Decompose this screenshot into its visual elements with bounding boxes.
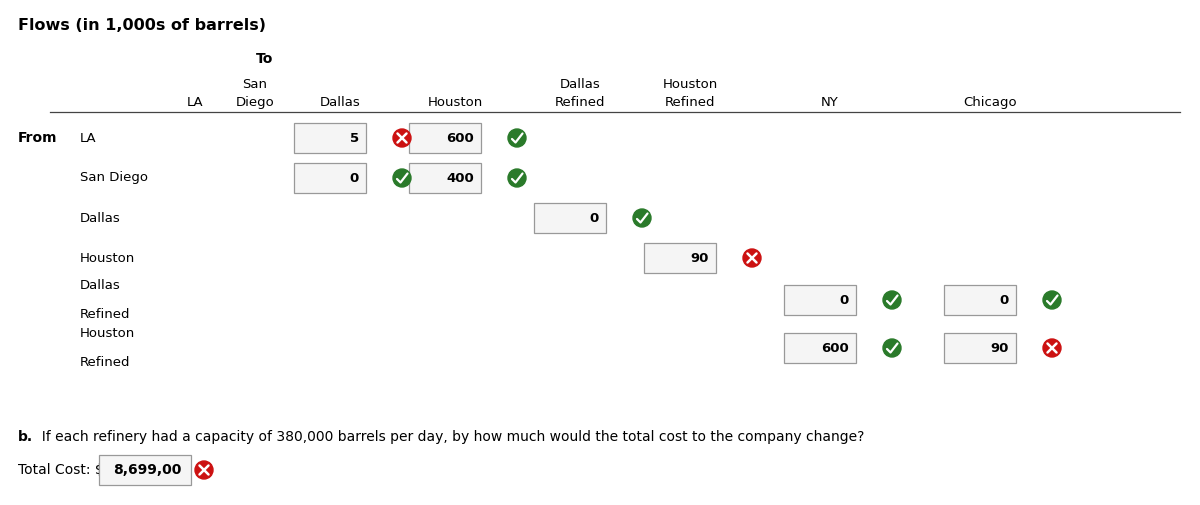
Circle shape	[394, 169, 410, 187]
FancyBboxPatch shape	[944, 333, 1016, 363]
Text: b.: b.	[18, 430, 34, 444]
Circle shape	[194, 461, 214, 479]
Circle shape	[634, 209, 650, 227]
Text: Refined: Refined	[665, 96, 715, 109]
Text: San: San	[242, 78, 268, 91]
Text: 0: 0	[1000, 293, 1009, 307]
Text: 600: 600	[446, 131, 474, 144]
Text: Dallas: Dallas	[80, 212, 121, 225]
FancyBboxPatch shape	[784, 285, 856, 315]
FancyBboxPatch shape	[294, 123, 366, 153]
Text: Dallas: Dallas	[559, 78, 600, 91]
Text: Refined: Refined	[80, 308, 131, 321]
Circle shape	[743, 249, 761, 267]
Text: 0: 0	[840, 293, 850, 307]
Text: From: From	[18, 131, 58, 145]
Text: Total Cost: $: Total Cost: $	[18, 463, 103, 477]
Text: 400: 400	[446, 172, 474, 184]
FancyBboxPatch shape	[409, 163, 481, 193]
Text: 90: 90	[691, 251, 709, 265]
Text: LA: LA	[187, 96, 203, 109]
Text: 600: 600	[821, 341, 850, 355]
Text: Flows (in 1,000s of barrels): Flows (in 1,000s of barrels)	[18, 18, 266, 33]
Circle shape	[508, 129, 526, 147]
FancyBboxPatch shape	[98, 455, 191, 485]
Text: Refined: Refined	[80, 356, 131, 369]
Text: Refined: Refined	[554, 96, 605, 109]
FancyBboxPatch shape	[534, 203, 606, 233]
Text: Diego: Diego	[235, 96, 275, 109]
Text: Dallas: Dallas	[80, 279, 121, 292]
FancyBboxPatch shape	[409, 123, 481, 153]
Text: San Diego: San Diego	[80, 172, 148, 184]
FancyBboxPatch shape	[294, 163, 366, 193]
Text: 0: 0	[349, 172, 359, 184]
Text: 8,699,00: 8,699,00	[114, 463, 182, 477]
Circle shape	[394, 129, 410, 147]
Text: 90: 90	[991, 341, 1009, 355]
Text: 5: 5	[350, 131, 359, 144]
Text: If each refinery had a capacity of 380,000 barrels per day, by how much would th: If each refinery had a capacity of 380,0…	[34, 430, 864, 444]
Text: Houston: Houston	[80, 327, 136, 340]
FancyBboxPatch shape	[944, 285, 1016, 315]
Text: LA: LA	[80, 131, 97, 144]
Text: Houston: Houston	[80, 251, 136, 265]
Text: Dallas: Dallas	[319, 96, 360, 109]
Text: Houston: Houston	[662, 78, 718, 91]
FancyBboxPatch shape	[644, 243, 716, 273]
Circle shape	[1043, 339, 1061, 357]
Text: To: To	[257, 52, 274, 66]
Text: 0: 0	[589, 212, 599, 225]
FancyBboxPatch shape	[784, 333, 856, 363]
Text: NY: NY	[821, 96, 839, 109]
Text: Houston: Houston	[427, 96, 482, 109]
Circle shape	[883, 291, 901, 309]
Circle shape	[1043, 291, 1061, 309]
Circle shape	[883, 339, 901, 357]
Text: Chicago: Chicago	[964, 96, 1016, 109]
Circle shape	[508, 169, 526, 187]
